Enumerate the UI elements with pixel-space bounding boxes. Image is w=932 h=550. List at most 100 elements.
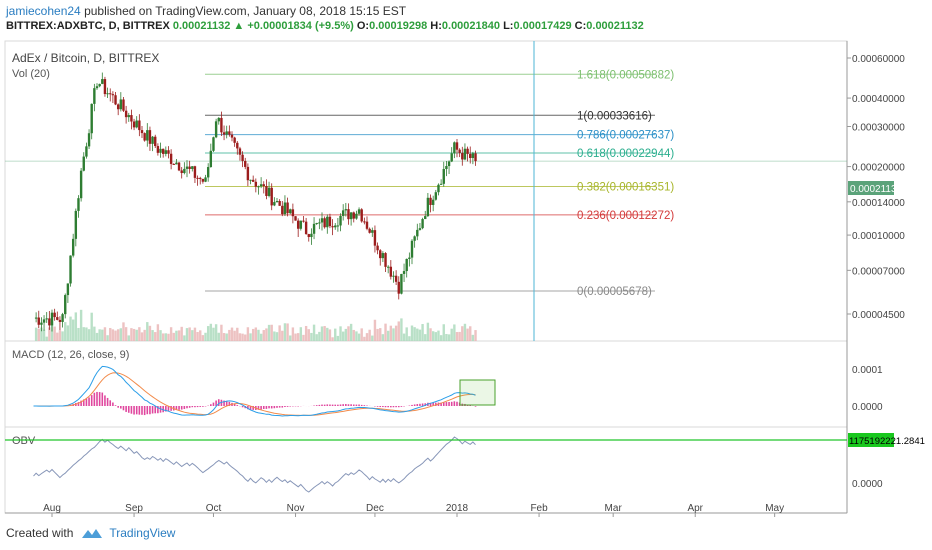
candle-body	[148, 130, 152, 144]
volume-bar	[310, 332, 313, 341]
volume-bar	[418, 329, 422, 341]
candle-body	[344, 209, 348, 211]
open-label: O:	[356, 20, 370, 32]
volume-bar	[299, 327, 303, 341]
time-tick-label: Oct	[206, 503, 222, 514]
volume-bar	[334, 328, 337, 341]
volume-bar	[270, 324, 273, 341]
candle-body	[381, 253, 385, 259]
macd-highlight-box[interactable]	[459, 379, 496, 406]
volume-bar	[392, 328, 395, 341]
candle-body	[331, 226, 334, 228]
candle-body	[257, 186, 260, 188]
candle-body	[193, 166, 197, 178]
volume-bar	[431, 331, 435, 341]
candle-body	[204, 177, 207, 182]
volume-bar	[53, 326, 56, 341]
volume-bar	[278, 325, 281, 341]
obv-axis: 0.0000	[852, 479, 883, 490]
main-pane-frame	[4, 40, 848, 342]
candle-body	[373, 230, 377, 246]
candle-body	[339, 215, 342, 226]
candle-body	[130, 115, 133, 122]
fib-level-label: 0.786(0.00027637)	[577, 130, 674, 142]
candle-body	[434, 192, 438, 200]
candle-body	[87, 133, 91, 147]
time-axis: Aug Sep Oct Nov Dec 2018 Feb Mar Apr May	[43, 503, 784, 517]
candle-body	[304, 221, 308, 235]
volume-bar	[206, 326, 210, 341]
macd-legend: MACD (12, 26, close, 9)	[12, 349, 129, 361]
ticker-last: 0.00021132	[172, 20, 231, 32]
obv-legend: OBV	[12, 435, 36, 447]
volume-bar	[193, 327, 197, 341]
candle-body	[169, 153, 173, 164]
candle-body	[270, 187, 273, 206]
tradingview-link[interactable]: TradingView	[109, 526, 176, 540]
high-label: H:	[430, 20, 442, 32]
candle-body	[151, 136, 154, 144]
fib-level-label: 1.618(0.00050882)	[577, 69, 674, 81]
candle-body	[217, 117, 220, 122]
obv-value-label: 1175192221.2841	[849, 436, 925, 447]
candle-body	[64, 295, 67, 315]
volume-bar	[66, 325, 70, 341]
volume-bar	[95, 332, 99, 341]
volume-bar	[79, 309, 83, 341]
volume-bar	[74, 312, 78, 341]
candle-body	[386, 266, 390, 268]
volume-bar	[439, 335, 443, 341]
published-text: published on TradingView.com, January 08…	[84, 4, 407, 18]
candle-body	[222, 132, 226, 135]
volume-bar	[106, 335, 109, 341]
volume-bar	[116, 329, 120, 341]
volume-bar	[103, 327, 107, 341]
candle-body	[363, 221, 366, 223]
author-link[interactable]: jamiecohen24	[6, 4, 81, 18]
candle-body	[310, 233, 313, 238]
volume-bar	[119, 328, 123, 341]
volume-bar	[352, 329, 355, 341]
volume-bar	[217, 332, 220, 341]
volume-bar	[167, 333, 170, 341]
price-tick-label: 0.00007000	[852, 266, 905, 277]
candle-body	[161, 148, 165, 154]
fib-level-label: 0.236(0.00012272)	[577, 210, 674, 222]
time-tick-label: Feb	[530, 503, 548, 514]
candle-body	[474, 153, 477, 162]
volume-bar	[212, 327, 215, 341]
ticker-bar: BITTREX:ADXBTC, D, BITTREX 0.00021132 ▲ …	[6, 20, 644, 32]
volume-bar	[349, 323, 353, 341]
candle-body	[450, 153, 453, 162]
volume-bar	[37, 328, 40, 341]
volume-bar	[77, 327, 80, 341]
candle-body	[53, 312, 56, 318]
candle-body	[50, 312, 54, 326]
volume-bar	[320, 326, 324, 341]
volume-bar	[453, 324, 456, 341]
candle-body	[318, 222, 321, 224]
volume-bar	[344, 328, 348, 341]
volume-bar	[222, 333, 226, 341]
volume-bar	[347, 326, 350, 341]
volume-bar	[357, 333, 361, 341]
candle-body	[471, 153, 475, 159]
fibonacci-levels: 1.618(0.00050882) 1(0.00033616) 0.786(0.00…	[5, 69, 847, 298]
volume-bar	[127, 335, 130, 341]
price-tick-label: 0.00040000	[852, 94, 905, 105]
volume-legend: Vol (20)	[12, 68, 50, 80]
volume-bar	[111, 329, 115, 341]
volume-bar	[400, 318, 403, 341]
volume-bar	[461, 326, 464, 341]
candle-body	[48, 318, 51, 326]
candle-body	[320, 218, 324, 223]
volume-bar	[281, 330, 284, 341]
volume-bar	[450, 328, 453, 341]
volume-bar	[254, 327, 258, 341]
volume-bar	[143, 329, 146, 341]
volume-bar	[262, 330, 265, 341]
candle-body	[341, 210, 345, 216]
volume-bar	[296, 333, 300, 341]
candle-body	[109, 93, 112, 95]
